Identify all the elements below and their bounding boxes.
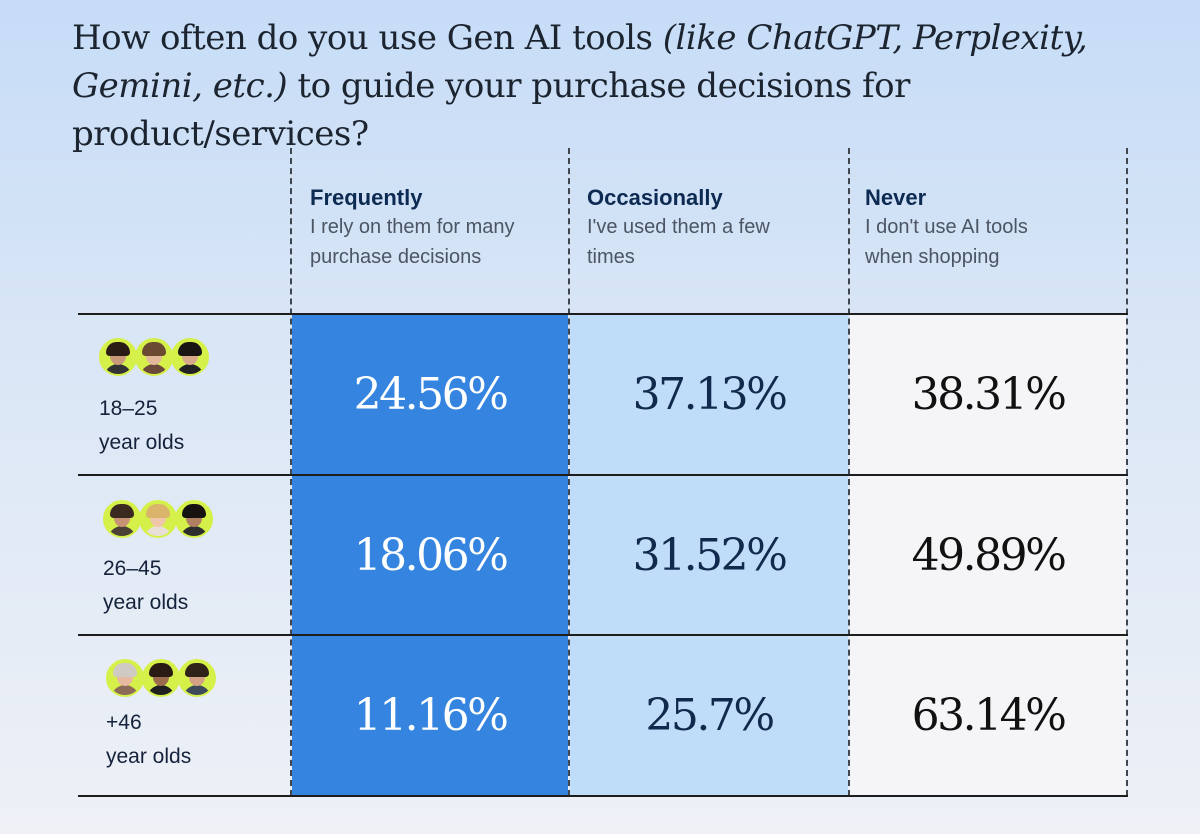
avatar-hair [149, 663, 173, 677]
column-divider [568, 148, 570, 796]
value-46-plus-never: 63.14% [911, 689, 1067, 741]
avatar-body [111, 685, 139, 695]
avatar-hair [106, 342, 130, 356]
chart-title: How often do you use Gen AI tools (like … [72, 14, 1172, 158]
column-header-frequently: Frequently I rely on them for many purch… [310, 184, 560, 272]
value-46-plus-frequently: 11.16% [353, 689, 509, 741]
column-title-never: Never [865, 185, 927, 210]
title-italic2: Gemini, etc.) [72, 66, 288, 106]
row-label-46-plus-line2: year olds [106, 745, 192, 768]
column-desc-frequently-line1: I rely on them for many [310, 216, 515, 238]
cell-46-plus-frequently: 11.16% [292, 635, 568, 795]
column-desc-never-line2: when shopping [865, 246, 1000, 268]
row-divider [78, 313, 1128, 315]
row-label-26-45: 26–45 year olds [103, 552, 188, 620]
value-18-25-never: 38.31% [911, 368, 1067, 420]
avatar-group-18-25 [99, 338, 209, 376]
column-divider [1126, 148, 1128, 796]
row-label-46-plus-line1: +46 [106, 711, 142, 734]
avatar [135, 338, 173, 376]
column-divider [290, 148, 292, 796]
row-label-18-25: 18–25 year olds [99, 392, 184, 460]
column-desc-occasionally-line2: times [587, 246, 635, 268]
avatar-group-46-plus [106, 659, 216, 697]
value-26-45-occasionally: 31.52% [632, 529, 788, 581]
column-desc-occasionally-line1: I've used them a few [587, 216, 770, 238]
cell-26-45-frequently: 18.06% [292, 475, 568, 635]
avatar-body [108, 526, 136, 536]
avatar-body [180, 526, 208, 536]
avatar-body [176, 364, 204, 374]
column-divider [848, 148, 850, 796]
cell-26-45-never: 49.89% [850, 475, 1126, 635]
avatar [99, 338, 137, 376]
row-label-18-25-line2: year olds [99, 431, 185, 454]
avatar-hair [142, 342, 166, 356]
cell-46-plus-occasionally: 25.7% [570, 635, 848, 795]
avatar-hair [185, 663, 209, 677]
title-italic1: (like ChatGPT, Perplexity, [662, 18, 1088, 58]
title-part2: to guide your purchase decisions for pro… [72, 66, 910, 154]
cell-18-25-never: 38.31% [850, 314, 1126, 474]
cell-18-25-frequently: 24.56% [292, 314, 568, 474]
row-divider [78, 474, 1128, 476]
column-title-frequently: Frequently [310, 185, 423, 210]
column-header-never: Never I don't use AI tools when shopping [865, 184, 1115, 272]
avatar-body [144, 526, 172, 536]
avatar [139, 500, 177, 538]
avatar-body [140, 364, 168, 374]
row-label-26-45-line1: 26–45 [103, 557, 162, 580]
avatar-hair [178, 342, 202, 356]
row-label-46-plus: +46 year olds [106, 706, 191, 774]
avatar [175, 500, 213, 538]
row-label-18-25-line1: 18–25 [99, 397, 158, 420]
avatar-body [183, 685, 211, 695]
avatar-group-26-45 [103, 500, 213, 538]
avatar-hair [182, 504, 206, 518]
cell-46-plus-never: 63.14% [850, 635, 1126, 795]
avatar [142, 659, 180, 697]
value-18-25-frequently: 24.56% [353, 368, 509, 420]
avatar-hair [146, 504, 170, 518]
column-header-occasionally: Occasionally I've used them a few times [587, 184, 837, 272]
avatar-hair [110, 504, 134, 518]
avatar-hair [113, 663, 137, 677]
avatar [106, 659, 144, 697]
row-divider [78, 634, 1128, 636]
avatar-body [147, 685, 175, 695]
value-18-25-occasionally: 37.13% [632, 368, 788, 420]
avatar [171, 338, 209, 376]
column-title-occasionally: Occasionally [587, 185, 723, 210]
value-26-45-never: 49.89% [911, 529, 1067, 581]
cell-18-25-occasionally: 37.13% [570, 314, 848, 474]
cell-26-45-occasionally: 31.52% [570, 475, 848, 635]
value-26-45-frequently: 18.06% [353, 529, 509, 581]
avatar-body [104, 364, 132, 374]
title-part1: How often do you use Gen AI tools [72, 18, 663, 58]
row-divider [78, 795, 1128, 797]
value-46-plus-occasionally: 25.7% [645, 689, 775, 741]
column-desc-frequently-line2: purchase decisions [310, 246, 482, 268]
avatar [178, 659, 216, 697]
avatar [103, 500, 141, 538]
column-desc-never-line1: I don't use AI tools [865, 216, 1028, 238]
row-label-26-45-line2: year olds [103, 591, 189, 614]
